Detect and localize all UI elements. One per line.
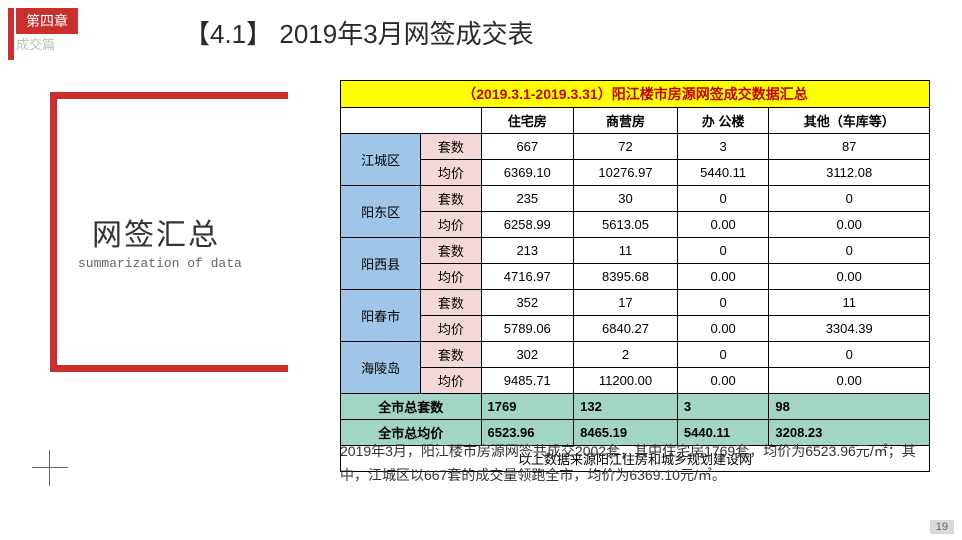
data-cell: 302	[481, 342, 574, 368]
data-cell: 17	[574, 290, 678, 316]
total-cell: 98	[769, 394, 930, 420]
metric-label: 套数	[421, 342, 481, 368]
district-name: 阳东区	[341, 186, 421, 238]
data-cell: 5789.06	[481, 316, 574, 342]
data-cell: 0.00	[769, 212, 930, 238]
side-subtitle: summarization of data	[78, 256, 242, 271]
metric-label: 套数	[421, 238, 481, 264]
data-cell: 0	[677, 342, 769, 368]
data-cell: 87	[769, 134, 930, 160]
total-cell: 3	[677, 394, 769, 420]
data-cell: 11	[769, 290, 930, 316]
metric-label: 均价	[421, 368, 481, 394]
data-cell: 235	[481, 186, 574, 212]
data-cell: 0.00	[677, 316, 769, 342]
data-cell: 6840.27	[574, 316, 678, 342]
data-cell: 6258.99	[481, 212, 574, 238]
data-cell: 9485.71	[481, 368, 574, 394]
data-table: （2019.3.1-2019.3.31）阳江楼市房源网签成交数据汇总 住宅房 商…	[340, 80, 930, 472]
chapter-subtitle: 成交篇	[16, 34, 55, 53]
metric-label: 套数	[421, 290, 481, 316]
side-title: 网签汇总	[92, 210, 220, 254]
metric-label: 均价	[421, 160, 481, 186]
data-cell: 0	[677, 238, 769, 264]
page-number: 19	[930, 520, 954, 534]
col-header: 商营房	[574, 108, 678, 134]
page-title: 【4.1】 2019年3月网签成交表	[184, 14, 534, 51]
metric-label: 套数	[421, 134, 481, 160]
data-cell: 3	[677, 134, 769, 160]
col-blank	[341, 108, 482, 134]
data-cell: 0.00	[677, 368, 769, 394]
data-cell: 4716.97	[481, 264, 574, 290]
metric-label: 均价	[421, 316, 481, 342]
data-cell: 0	[769, 238, 930, 264]
col-header: 办 公楼	[677, 108, 769, 134]
data-cell: 72	[574, 134, 678, 160]
total-cell: 132	[574, 394, 678, 420]
district-name: 江城区	[341, 134, 421, 186]
plus-decoration	[32, 450, 68, 486]
data-cell: 5440.11	[677, 160, 769, 186]
metric-label: 均价	[421, 212, 481, 238]
data-cell: 2	[574, 342, 678, 368]
district-name: 阳西县	[341, 238, 421, 290]
total-count-label: 全市总套数	[341, 394, 482, 420]
data-cell: 0	[677, 290, 769, 316]
data-cell: 8395.68	[574, 264, 678, 290]
data-cell: 0.00	[677, 212, 769, 238]
district-name: 海陵岛	[341, 342, 421, 394]
data-cell: 0.00	[769, 368, 930, 394]
data-cell: 30	[574, 186, 678, 212]
accent-bar	[8, 8, 14, 60]
table-banner: （2019.3.1-2019.3.31）阳江楼市房源网签成交数据汇总	[341, 81, 930, 108]
data-cell: 352	[481, 290, 574, 316]
data-cell: 3304.39	[769, 316, 930, 342]
data-cell: 0	[769, 342, 930, 368]
data-cell: 0	[677, 186, 769, 212]
data-cell: 3112.08	[769, 160, 930, 186]
metric-label: 均价	[421, 264, 481, 290]
data-cell: 10276.97	[574, 160, 678, 186]
district-name: 阳春市	[341, 290, 421, 342]
data-cell: 0.00	[677, 264, 769, 290]
data-cell: 0.00	[769, 264, 930, 290]
metric-label: 套数	[421, 186, 481, 212]
data-cell: 11	[574, 238, 678, 264]
data-table-container: （2019.3.1-2019.3.31）阳江楼市房源网签成交数据汇总 住宅房 商…	[340, 80, 940, 472]
chapter-badge: 第四章	[16, 8, 78, 34]
data-cell: 0	[769, 186, 930, 212]
data-cell: 11200.00	[574, 368, 678, 394]
table-body: 江城区套数66772387均价6369.1010276.975440.11311…	[341, 134, 930, 394]
summary-paragraph: 2019年3月，阳江楼市房源网签共成交2002套，其中住宅房1769套，均价为6…	[340, 440, 940, 488]
total-cell: 1769	[481, 394, 574, 420]
col-header: 住宅房	[481, 108, 574, 134]
data-cell: 213	[481, 238, 574, 264]
col-header: 其他（车库等）	[769, 108, 930, 134]
data-cell: 667	[481, 134, 574, 160]
data-cell: 6369.10	[481, 160, 574, 186]
data-cell: 5613.05	[574, 212, 678, 238]
